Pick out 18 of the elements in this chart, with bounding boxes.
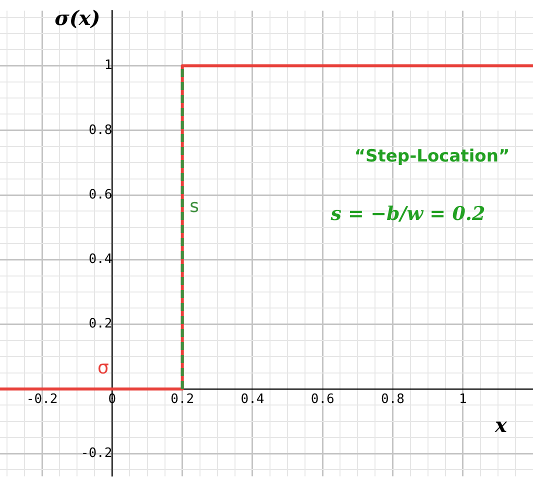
series-label: σ — [97, 358, 109, 379]
x-tick-label: 0.2 — [170, 392, 194, 408]
y-tick-label: 1 — [104, 58, 112, 74]
x-tick-label: -0.2 — [26, 392, 58, 408]
x-tick-label: 0.6 — [310, 392, 334, 408]
y-tick-label: 0.6 — [88, 187, 112, 202]
x-tick-label: 1 — [458, 392, 467, 408]
y-tick-label: 0.8 — [88, 122, 112, 138]
x-tick-label: 0.4 — [240, 392, 264, 408]
annotation: s = −b/w = 0.2 — [330, 202, 486, 225]
y-tick-label: 0.4 — [88, 252, 112, 268]
y-axis-title: σ(x) — [54, 6, 100, 30]
annotation: “Step-Location” — [354, 146, 510, 166]
y-tick-label: 0.2 — [88, 316, 112, 332]
series-label: s — [190, 196, 200, 218]
x-tick-label: 0.8 — [380, 392, 404, 408]
y-tick-label: -0.2 — [80, 446, 112, 461]
x-axis-title: x — [494, 413, 508, 438]
